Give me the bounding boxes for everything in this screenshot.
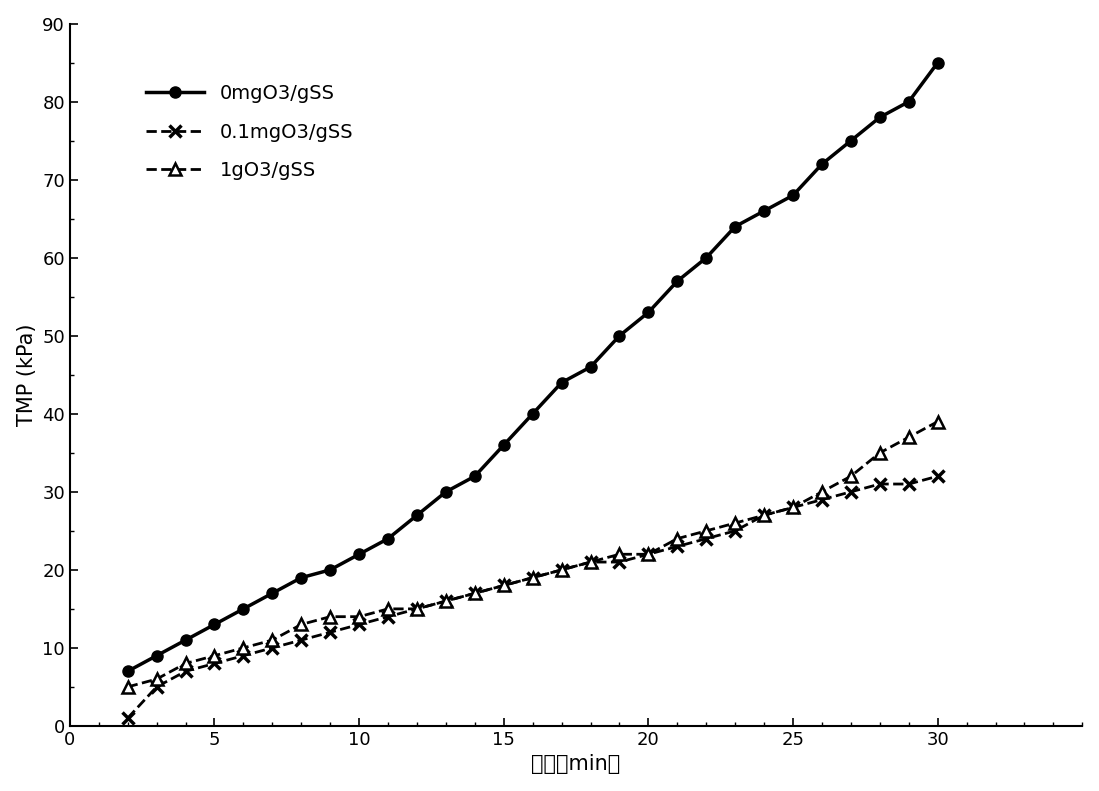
0mgO3/gSS: [208, 619, 221, 629]
1gO3/gSS: [613, 550, 626, 559]
Y-axis label: TMP (kPa): TMP (kPa): [16, 324, 36, 426]
1gO3/gSS: [323, 612, 336, 622]
1gO3/gSS: [844, 471, 857, 481]
1gO3/gSS: [497, 581, 510, 590]
1gO3/gSS: [179, 659, 192, 668]
0.1mgO3/gSS: [208, 659, 221, 668]
0.1mgO3/gSS: [323, 627, 336, 637]
X-axis label: 时间（min）: 时间（min）: [532, 755, 621, 774]
0mgO3/gSS: [295, 573, 308, 582]
0mgO3/gSS: [844, 136, 857, 146]
0mgO3/gSS: [931, 58, 944, 67]
Line: 0.1mgO3/gSS: 0.1mgO3/gSS: [122, 470, 944, 725]
1gO3/gSS: [381, 604, 395, 614]
0mgO3/gSS: [179, 635, 192, 645]
0.1mgO3/gSS: [642, 550, 655, 559]
0.1mgO3/gSS: [179, 667, 192, 676]
0mgO3/gSS: [151, 651, 164, 660]
0.1mgO3/gSS: [497, 581, 510, 590]
1gO3/gSS: [121, 682, 134, 691]
0mgO3/gSS: [526, 409, 540, 418]
0.1mgO3/gSS: [931, 471, 944, 481]
1gO3/gSS: [208, 651, 221, 660]
0.1mgO3/gSS: [526, 573, 540, 582]
0.1mgO3/gSS: [700, 534, 713, 543]
0.1mgO3/gSS: [410, 604, 423, 614]
1gO3/gSS: [729, 518, 742, 528]
0.1mgO3/gSS: [121, 713, 134, 723]
0mgO3/gSS: [787, 191, 800, 200]
0mgO3/gSS: [440, 487, 453, 497]
1gO3/gSS: [151, 675, 164, 684]
1gO3/gSS: [642, 550, 655, 559]
1gO3/gSS: [757, 510, 770, 520]
0.1mgO3/gSS: [353, 619, 366, 629]
0.1mgO3/gSS: [670, 542, 684, 551]
0mgO3/gSS: [468, 471, 481, 481]
0mgO3/gSS: [236, 604, 249, 614]
0.1mgO3/gSS: [729, 526, 742, 536]
0.1mgO3/gSS: [787, 503, 800, 513]
1gO3/gSS: [295, 619, 308, 629]
0mgO3/gSS: [410, 510, 423, 520]
0mgO3/gSS: [670, 276, 684, 286]
0mgO3/gSS: [353, 550, 366, 559]
1gO3/gSS: [902, 433, 915, 442]
1gO3/gSS: [815, 487, 829, 497]
0.1mgO3/gSS: [266, 643, 279, 653]
1gO3/gSS: [526, 573, 540, 582]
0.1mgO3/gSS: [902, 479, 915, 489]
0.1mgO3/gSS: [555, 565, 568, 574]
0mgO3/gSS: [902, 97, 915, 107]
0mgO3/gSS: [700, 253, 713, 263]
1gO3/gSS: [353, 612, 366, 622]
1gO3/gSS: [584, 558, 597, 567]
0mgO3/gSS: [874, 112, 887, 122]
0mgO3/gSS: [381, 534, 395, 543]
0.1mgO3/gSS: [874, 479, 887, 489]
1gO3/gSS: [468, 589, 481, 598]
0.1mgO3/gSS: [151, 682, 164, 691]
0mgO3/gSS: [584, 362, 597, 372]
0.1mgO3/gSS: [815, 495, 829, 505]
0.1mgO3/gSS: [440, 596, 453, 606]
0mgO3/gSS: [757, 206, 770, 216]
0.1mgO3/gSS: [844, 487, 857, 497]
0.1mgO3/gSS: [236, 651, 249, 660]
1gO3/gSS: [266, 635, 279, 645]
Line: 1gO3/gSS: 1gO3/gSS: [122, 415, 944, 693]
Legend: 0mgO3/gSS, 0.1mgO3/gSS, 1gO3/gSS: 0mgO3/gSS, 0.1mgO3/gSS, 1gO3/gSS: [130, 69, 369, 195]
0mgO3/gSS: [323, 565, 336, 574]
0.1mgO3/gSS: [295, 635, 308, 645]
0.1mgO3/gSS: [613, 558, 626, 567]
1gO3/gSS: [931, 417, 944, 426]
0mgO3/gSS: [121, 667, 134, 676]
0.1mgO3/gSS: [468, 589, 481, 598]
0mgO3/gSS: [555, 378, 568, 388]
0mgO3/gSS: [815, 159, 829, 168]
0mgO3/gSS: [266, 589, 279, 598]
1gO3/gSS: [874, 448, 887, 457]
0.1mgO3/gSS: [757, 510, 770, 520]
1gO3/gSS: [410, 604, 423, 614]
1gO3/gSS: [555, 565, 568, 574]
0mgO3/gSS: [642, 308, 655, 317]
0.1mgO3/gSS: [381, 612, 395, 622]
1gO3/gSS: [787, 503, 800, 513]
0mgO3/gSS: [497, 441, 510, 450]
1gO3/gSS: [700, 526, 713, 536]
0mgO3/gSS: [729, 221, 742, 231]
1gO3/gSS: [236, 643, 249, 653]
1gO3/gSS: [670, 534, 684, 543]
Line: 0mgO3/gSS: 0mgO3/gSS: [122, 57, 943, 677]
1gO3/gSS: [440, 596, 453, 606]
0.1mgO3/gSS: [584, 558, 597, 567]
0mgO3/gSS: [613, 331, 626, 340]
